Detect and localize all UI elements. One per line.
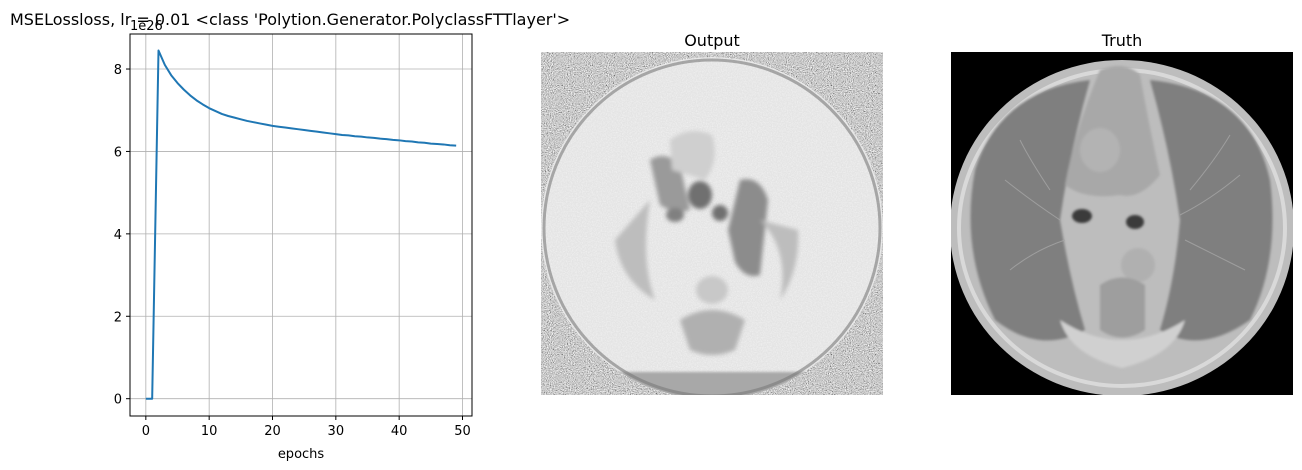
truth-panel: Truth xyxy=(951,31,1293,395)
grid-lines xyxy=(130,34,472,416)
y-tick-label: 8 xyxy=(114,63,122,78)
loss-series-line xyxy=(145,49,457,400)
x-axis-label: epochs xyxy=(278,447,325,462)
plot-frame xyxy=(129,33,473,417)
x-tick-label: 0 xyxy=(142,424,150,439)
output-image xyxy=(541,52,883,395)
y-tick-label: 4 xyxy=(114,228,122,243)
plot-area xyxy=(130,34,472,416)
y-ticks: 0 2 4 6 8 xyxy=(114,63,130,408)
figure-title: MSELossloss, lr = 0.01 <class 'Polytion.… xyxy=(10,10,570,29)
loss-chart: 0 10 20 30 40 50 0 2 4 6 8 1e26 epochs xyxy=(114,19,473,462)
y-tick-label: 0 xyxy=(114,393,122,408)
x-ticks: 0 10 20 30 40 50 xyxy=(142,416,471,439)
x-tick-label: 50 xyxy=(454,424,471,439)
x-tick-label: 40 xyxy=(391,424,408,439)
y-tick-label: 6 xyxy=(114,145,122,160)
x-tick-label: 30 xyxy=(328,424,345,439)
y-offset-label: 1e26 xyxy=(130,19,163,34)
y-tick-label: 2 xyxy=(114,310,122,325)
x-tick-label: 20 xyxy=(264,424,281,439)
truth-image xyxy=(951,52,1293,395)
output-title: Output xyxy=(684,31,740,50)
x-tick-label: 10 xyxy=(201,424,218,439)
output-panel: Output xyxy=(541,31,883,395)
truth-title: Truth xyxy=(1101,31,1143,50)
